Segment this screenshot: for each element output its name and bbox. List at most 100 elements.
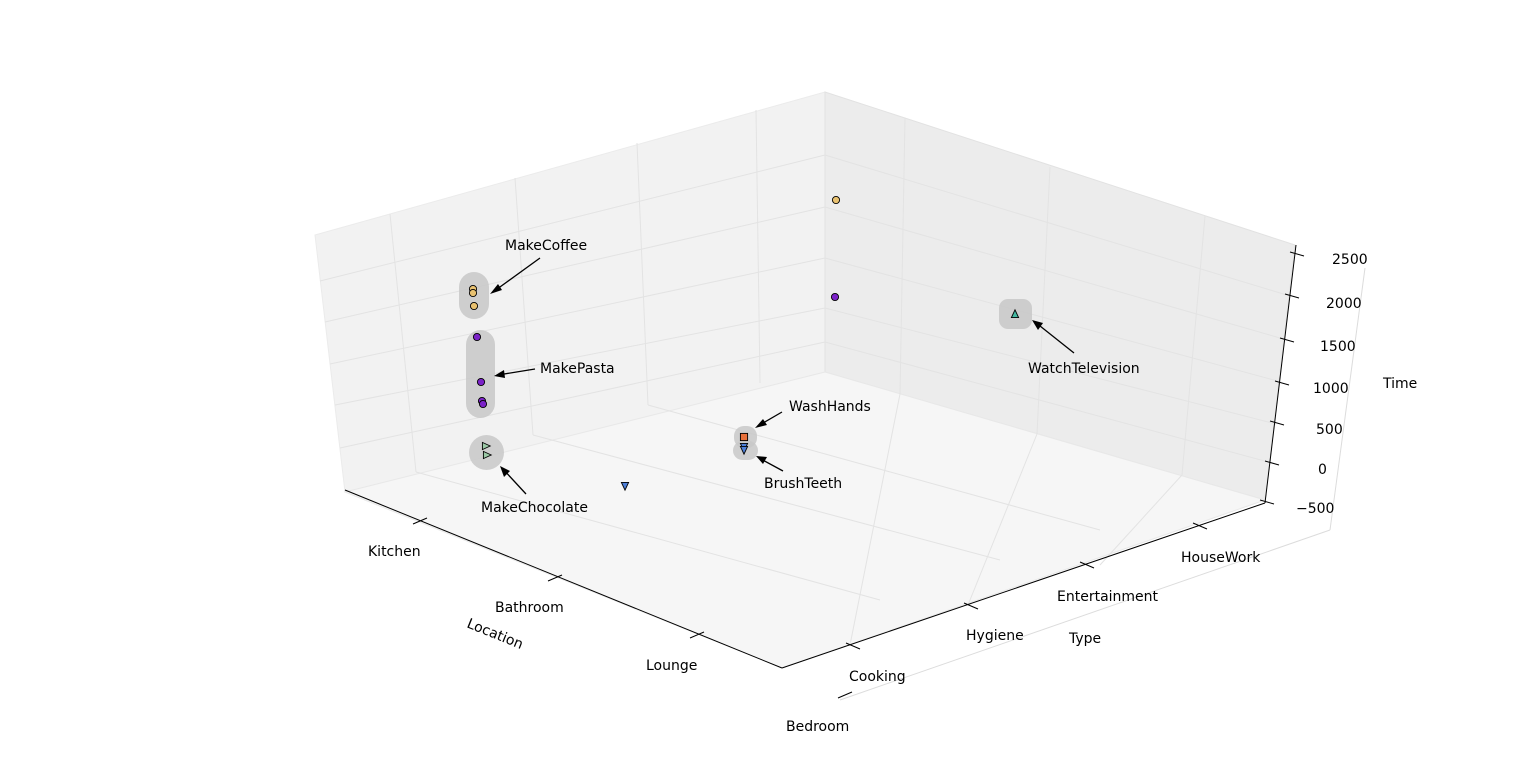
y-axis-title: Type <box>1068 631 1101 647</box>
grid-line <box>415 471 881 601</box>
scatter-point <box>478 399 488 409</box>
grid-lines <box>319 109 1291 646</box>
location-axis-line <box>344 489 783 669</box>
tick-mark <box>1079 561 1095 569</box>
x-tick-label: Kitchen <box>368 544 421 560</box>
x-tick-label: Bathroom <box>495 600 564 616</box>
z-tick-label: 0 <box>1318 462 1327 478</box>
time-axis-line <box>1264 244 1297 504</box>
grid-line <box>824 206 1288 341</box>
y-tick-label: Cooking <box>849 669 906 685</box>
tick-mark <box>1192 522 1208 530</box>
z-tick-label: −500 <box>1296 501 1334 517</box>
annotation-arrowheads <box>490 284 1043 477</box>
grid-line <box>636 142 649 406</box>
annotation-label: BrushTeeth <box>764 476 842 492</box>
grid-line <box>755 109 761 384</box>
arrowhead <box>755 419 767 428</box>
scatter-point <box>482 450 493 460</box>
arrowhead <box>494 370 505 378</box>
annotation-label: WatchTelevision <box>1028 361 1140 377</box>
arrowhead <box>500 466 510 477</box>
grid-line <box>824 341 1273 464</box>
axis-guides <box>839 267 1366 701</box>
tick-mark <box>845 642 861 650</box>
z-tick-label: 1000 <box>1313 381 1349 397</box>
scatter-point <box>472 332 482 342</box>
y-tick-label: Entertainment <box>1057 589 1159 605</box>
tick-mark <box>963 602 979 610</box>
grid-line <box>824 257 1282 383</box>
grid-line <box>1099 474 1183 566</box>
grid-line <box>339 341 826 449</box>
tick-labels: Kitchen Bathroom Lounge Bedroom Cooking … <box>368 252 1368 735</box>
z-tick-label: 2500 <box>1332 252 1368 268</box>
tick-mark <box>837 691 853 699</box>
arrow-makecoffee <box>492 257 541 293</box>
grid-line <box>329 257 826 365</box>
data-points <box>468 195 1020 492</box>
grid-line <box>389 213 417 473</box>
y-tick-label: Hygiene <box>966 628 1024 644</box>
tick-mark <box>1284 293 1300 299</box>
scatter-point <box>831 195 841 205</box>
type-axis-line <box>781 502 1266 669</box>
tick-mark <box>1279 337 1295 343</box>
tick-mark <box>412 517 428 525</box>
annotation-label: MakePasta <box>540 361 615 377</box>
grid-line <box>1181 215 1206 476</box>
arrow-watchtelevision <box>1034 321 1075 354</box>
tick-mark <box>1289 251 1305 257</box>
arrowhead <box>1032 320 1043 330</box>
x-tick-label: Lounge <box>646 658 697 674</box>
tick-mark <box>1264 460 1280 466</box>
scatter-point <box>830 292 840 302</box>
grid-line <box>334 307 826 406</box>
scatter-point <box>1010 308 1020 319</box>
scatter-point <box>620 481 630 492</box>
scatter-point <box>469 301 479 311</box>
annotation-labels: MakeCoffee MakePasta MakeChocolate WashH… <box>481 238 1140 516</box>
grid-line <box>514 177 534 436</box>
tick-mark <box>1259 499 1275 505</box>
axis-lines <box>344 244 1297 669</box>
grid-line <box>1036 166 1051 435</box>
annotation-label: MakeCoffee <box>505 238 587 254</box>
grid-line <box>824 307 1277 425</box>
annotation-label: MakeChocolate <box>481 500 588 516</box>
highlight-makepasta <box>466 330 495 418</box>
grid-line <box>324 206 826 323</box>
tick-mark <box>1274 380 1290 386</box>
scatter-point <box>739 445 749 456</box>
grid-line <box>319 154 826 282</box>
grid-line <box>824 154 1291 297</box>
scatter-point <box>481 441 492 451</box>
annotation-label: WashHands <box>789 399 871 415</box>
tick-mark <box>1269 420 1285 426</box>
tick-marks <box>412 251 1305 699</box>
z-axis-title: Time <box>1382 376 1417 392</box>
grid-line <box>849 393 901 646</box>
tick-mark <box>547 574 563 582</box>
annotation-arrows <box>492 257 1075 495</box>
guide-line <box>1329 267 1366 531</box>
highlight-bubbles <box>459 272 1032 470</box>
grid-line <box>899 117 906 395</box>
grid-line <box>967 433 1038 606</box>
tick-mark <box>689 631 705 639</box>
y-tick-label: HouseWork <box>1181 550 1261 566</box>
x-tick-label: Bedroom <box>786 719 849 735</box>
scatter-point <box>468 288 478 298</box>
arrowhead <box>490 284 502 294</box>
guide-line <box>839 529 1331 701</box>
z-tick-label: 500 <box>1316 422 1343 438</box>
scatter-point <box>476 377 486 387</box>
z-tick-label: 2000 <box>1326 296 1362 312</box>
scatter-point <box>739 432 749 442</box>
x-axis-title: Location <box>465 616 526 653</box>
arrowhead <box>756 456 767 464</box>
z-tick-label: 1500 <box>1320 339 1356 355</box>
grid-line <box>532 434 1001 561</box>
